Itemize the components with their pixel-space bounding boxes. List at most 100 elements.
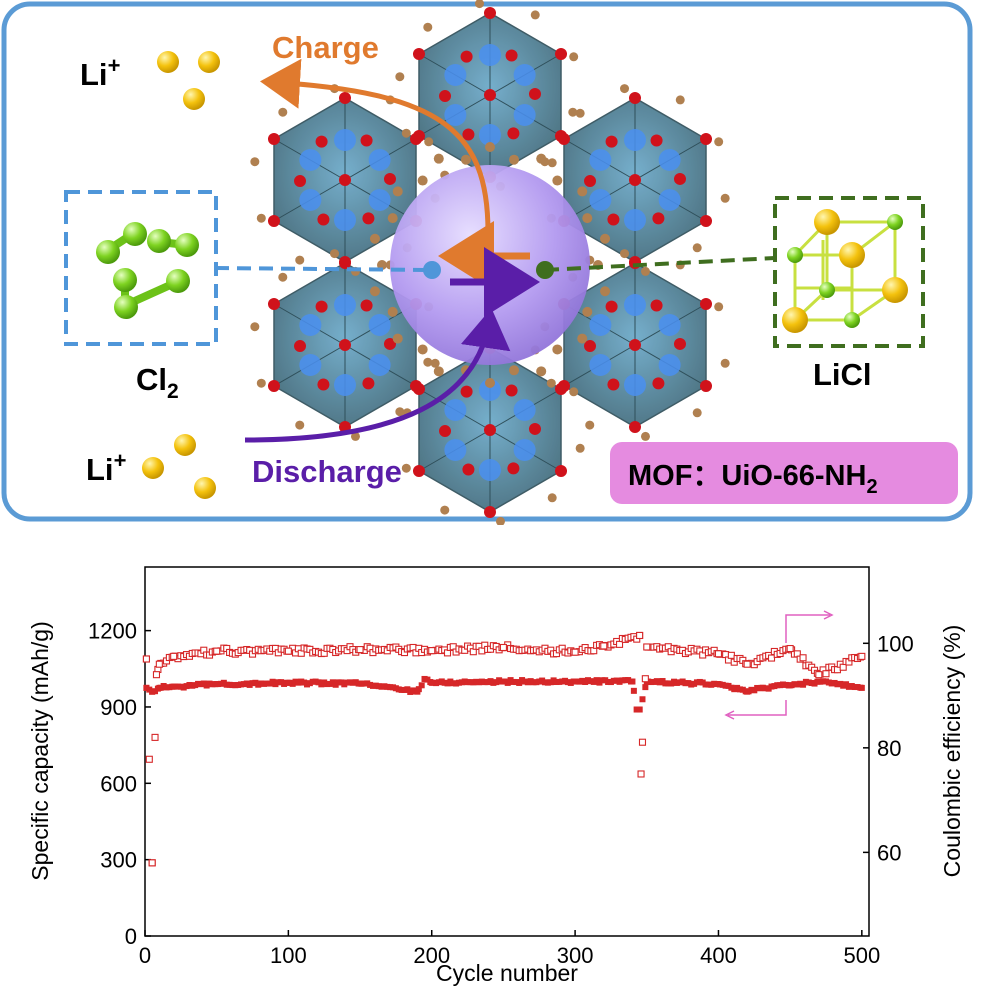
li-top-label: Li+ xyxy=(80,53,120,92)
linker-atom xyxy=(430,358,440,368)
data-point xyxy=(641,675,649,683)
data-point xyxy=(615,640,624,648)
linker-atom xyxy=(577,186,588,197)
zr-cluster xyxy=(267,257,423,433)
discharge-label: Discharge xyxy=(252,454,402,489)
linker-atom xyxy=(692,408,702,418)
data-point xyxy=(418,682,425,689)
plot-frame xyxy=(144,566,870,937)
linker-atom xyxy=(401,463,411,473)
linker-atom xyxy=(569,52,579,62)
data-point xyxy=(744,688,751,695)
charge-curve-arrow xyxy=(260,58,491,233)
data-point xyxy=(600,642,608,650)
linker-atom xyxy=(395,72,405,82)
charge-label: Charge xyxy=(272,30,379,65)
y-axis-right: 60 80 100 xyxy=(863,631,914,865)
data-point xyxy=(858,684,865,691)
data-point xyxy=(637,770,645,778)
coulombic-efficiency-series xyxy=(142,631,866,867)
linker-atom xyxy=(392,186,403,197)
data-point xyxy=(149,688,156,695)
linker-atom xyxy=(401,128,411,138)
data-point xyxy=(639,696,646,703)
licl-anchor-dot xyxy=(536,261,554,279)
data-point xyxy=(642,684,649,691)
data-point xyxy=(145,755,153,763)
data-point xyxy=(571,648,579,656)
data-point xyxy=(285,679,292,686)
linker-atom xyxy=(250,157,260,167)
data-point xyxy=(786,644,794,653)
linker-atom xyxy=(540,157,550,167)
data-point xyxy=(572,678,579,685)
cl2-box xyxy=(64,190,218,346)
data-point xyxy=(638,738,647,746)
licl-crystal-cell xyxy=(782,209,908,333)
linker-atom xyxy=(433,153,444,164)
linker-atom xyxy=(530,10,540,20)
linker-atom xyxy=(569,387,579,397)
linker-atom xyxy=(547,493,557,503)
data-point xyxy=(170,652,178,660)
y-right-tick-label: 80 xyxy=(877,736,901,761)
mof-schematic: Charge Discharge Cl2 xyxy=(1,0,973,525)
zr-cluster xyxy=(267,92,423,268)
linker-atom xyxy=(475,0,485,9)
linker-atom xyxy=(547,158,557,168)
discharge-curve-arrow xyxy=(244,308,511,443)
linker-atom xyxy=(387,306,398,317)
linker-atom xyxy=(369,286,380,297)
linker-atom xyxy=(250,322,260,332)
data-point xyxy=(758,684,765,691)
y-left-tick-label: 900 xyxy=(100,695,137,720)
x-tick-label: 300 xyxy=(557,943,594,968)
data-point xyxy=(787,682,794,689)
li-bottom-label: Li+ xyxy=(86,448,126,487)
left-axis-indicator-arrow xyxy=(728,700,787,716)
linker-atom xyxy=(600,233,611,244)
data-point xyxy=(142,655,150,663)
data-point xyxy=(414,688,421,695)
zr-cluster xyxy=(557,257,713,433)
data-point xyxy=(284,647,292,655)
y-axis-left: 0 300 600 900 1200 xyxy=(88,619,151,949)
data-point xyxy=(500,678,507,685)
data-point xyxy=(799,654,807,662)
linker-atom xyxy=(417,344,428,355)
linker-atom xyxy=(585,420,595,430)
linker-atom xyxy=(256,213,266,223)
pore-sphere xyxy=(390,165,590,365)
data-point xyxy=(822,670,830,678)
y-right-tick-label: 60 xyxy=(877,840,901,865)
x-axis-label: Cycle number xyxy=(436,960,578,986)
linker-atom xyxy=(640,266,650,276)
mof-badge xyxy=(610,442,958,504)
x-tick-label: 100 xyxy=(270,943,307,968)
x-tick-label: 500 xyxy=(843,943,880,968)
linker-atom xyxy=(582,213,593,224)
data-point xyxy=(156,684,163,691)
mof-label: MOF：UiO-66-NH2 xyxy=(628,460,878,498)
data-point xyxy=(357,680,364,687)
linker-atom xyxy=(295,420,305,430)
data-point xyxy=(148,859,156,867)
linker-atom xyxy=(640,431,650,441)
data-point xyxy=(170,683,177,690)
cl2-molecule xyxy=(96,222,199,319)
linker-atom xyxy=(387,213,398,224)
y-axis-left-label: Specific capacity (mAh/g) xyxy=(27,621,53,880)
cl2-connector xyxy=(214,266,433,272)
linker-atom xyxy=(546,378,556,388)
linker-atom xyxy=(395,407,405,417)
li-ion-sphere-group-bottom xyxy=(142,434,216,499)
linker-atom xyxy=(278,107,288,117)
linker-atom xyxy=(714,302,724,312)
data-point xyxy=(499,643,507,652)
right-axis-indicator-arrow xyxy=(785,614,830,643)
linker-atom xyxy=(620,84,630,94)
linker-atom xyxy=(433,366,444,377)
data-point xyxy=(714,650,723,658)
linker-atom xyxy=(485,378,495,388)
